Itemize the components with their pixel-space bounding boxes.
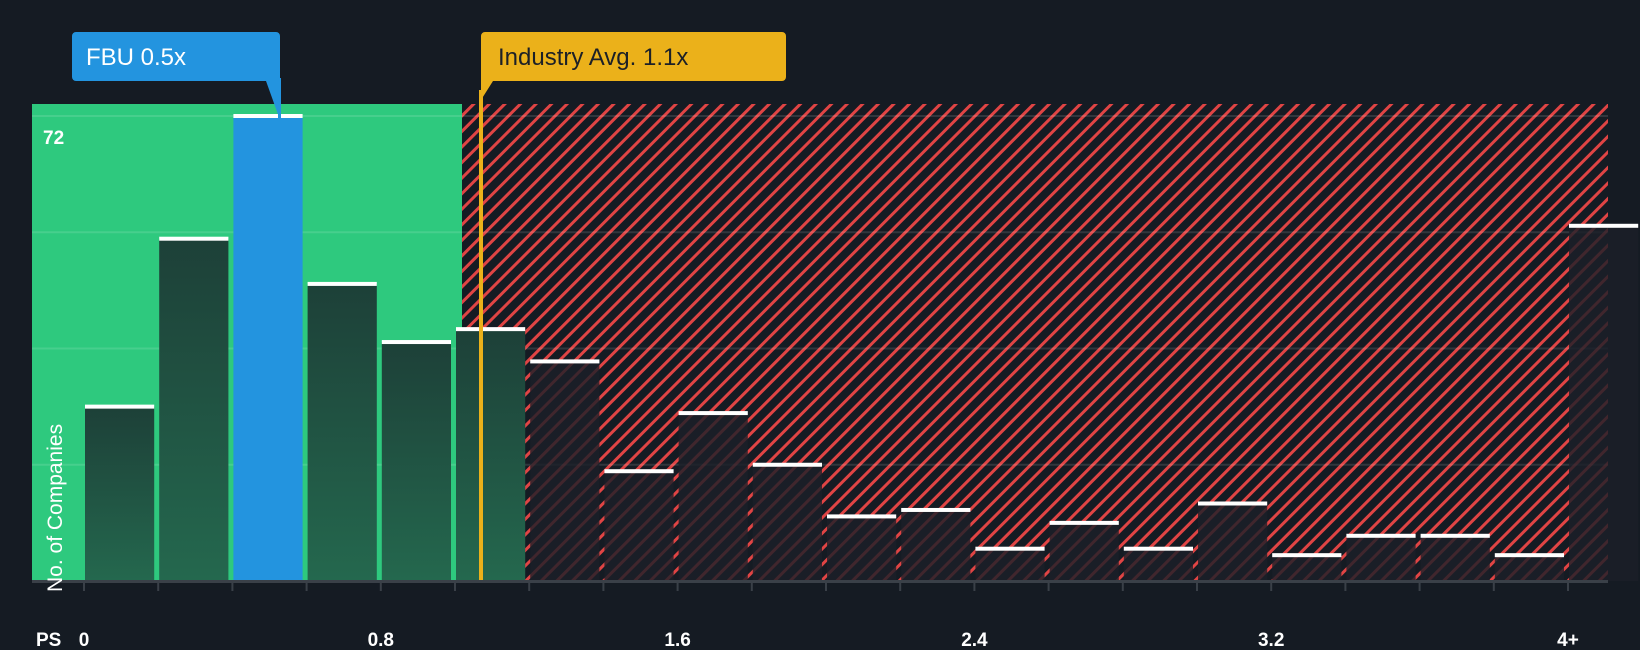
histogram-bar[interactable] [901,507,971,581]
histogram-bar[interactable] [381,340,451,581]
x-tick-label: 2.4 [961,630,988,650]
histogram-bar[interactable] [1198,501,1268,582]
histogram-bar[interactable] [456,327,526,581]
histogram-bar[interactable] [752,462,822,581]
x-axis-label: PS [36,630,61,650]
histogram-bar[interactable] [85,404,155,581]
x-axis-line [32,580,1608,583]
histogram-bar[interactable] [159,236,229,582]
x-tick-label: 3.2 [1258,630,1284,650]
company-callout: FBU 0.5x [72,32,281,120]
y-max-label: 72 [43,128,64,149]
histogram-bar[interactable] [1049,520,1119,581]
x-tick-label: 1.6 [664,630,690,650]
industry-avg-line [479,90,483,581]
y-axis-label: No. of Companies [44,424,67,592]
industry-callout-label: Industry Avg. 1.1x [498,44,688,71]
company-callout-label: FBU 0.5x [86,44,186,71]
histogram-bar[interactable] [1123,546,1193,581]
histogram-bar[interactable] [1569,223,1639,581]
gridline [32,115,1608,117]
histogram-bar[interactable] [530,359,600,581]
gridline [32,231,1608,234]
x-axis-tick-labels: 0 0.8 1.6 2.4 3.2 4+ [79,630,1579,650]
histogram-bar[interactable] [1346,533,1416,581]
histogram-bar[interactable] [1272,553,1342,581]
histogram-bar[interactable] [307,281,377,581]
histogram-bar[interactable] [678,411,748,581]
histogram-bar[interactable] [827,514,897,581]
histogram-bar[interactable] [604,469,674,581]
x-axis-ticks [83,581,1569,591]
industry-callout: Industry Avg. 1.1x [481,32,786,100]
histogram-bar[interactable] [233,114,303,581]
histogram-bar[interactable] [975,546,1045,581]
bars [85,114,1639,582]
histogram-bar[interactable] [1494,553,1564,581]
x-tick-label: 4+ [1557,630,1579,650]
gridline [32,347,1608,350]
histogram-bar[interactable] [1420,533,1490,581]
x-tick-label: 0 [79,630,90,650]
x-tick-label: 0.8 [368,630,394,650]
